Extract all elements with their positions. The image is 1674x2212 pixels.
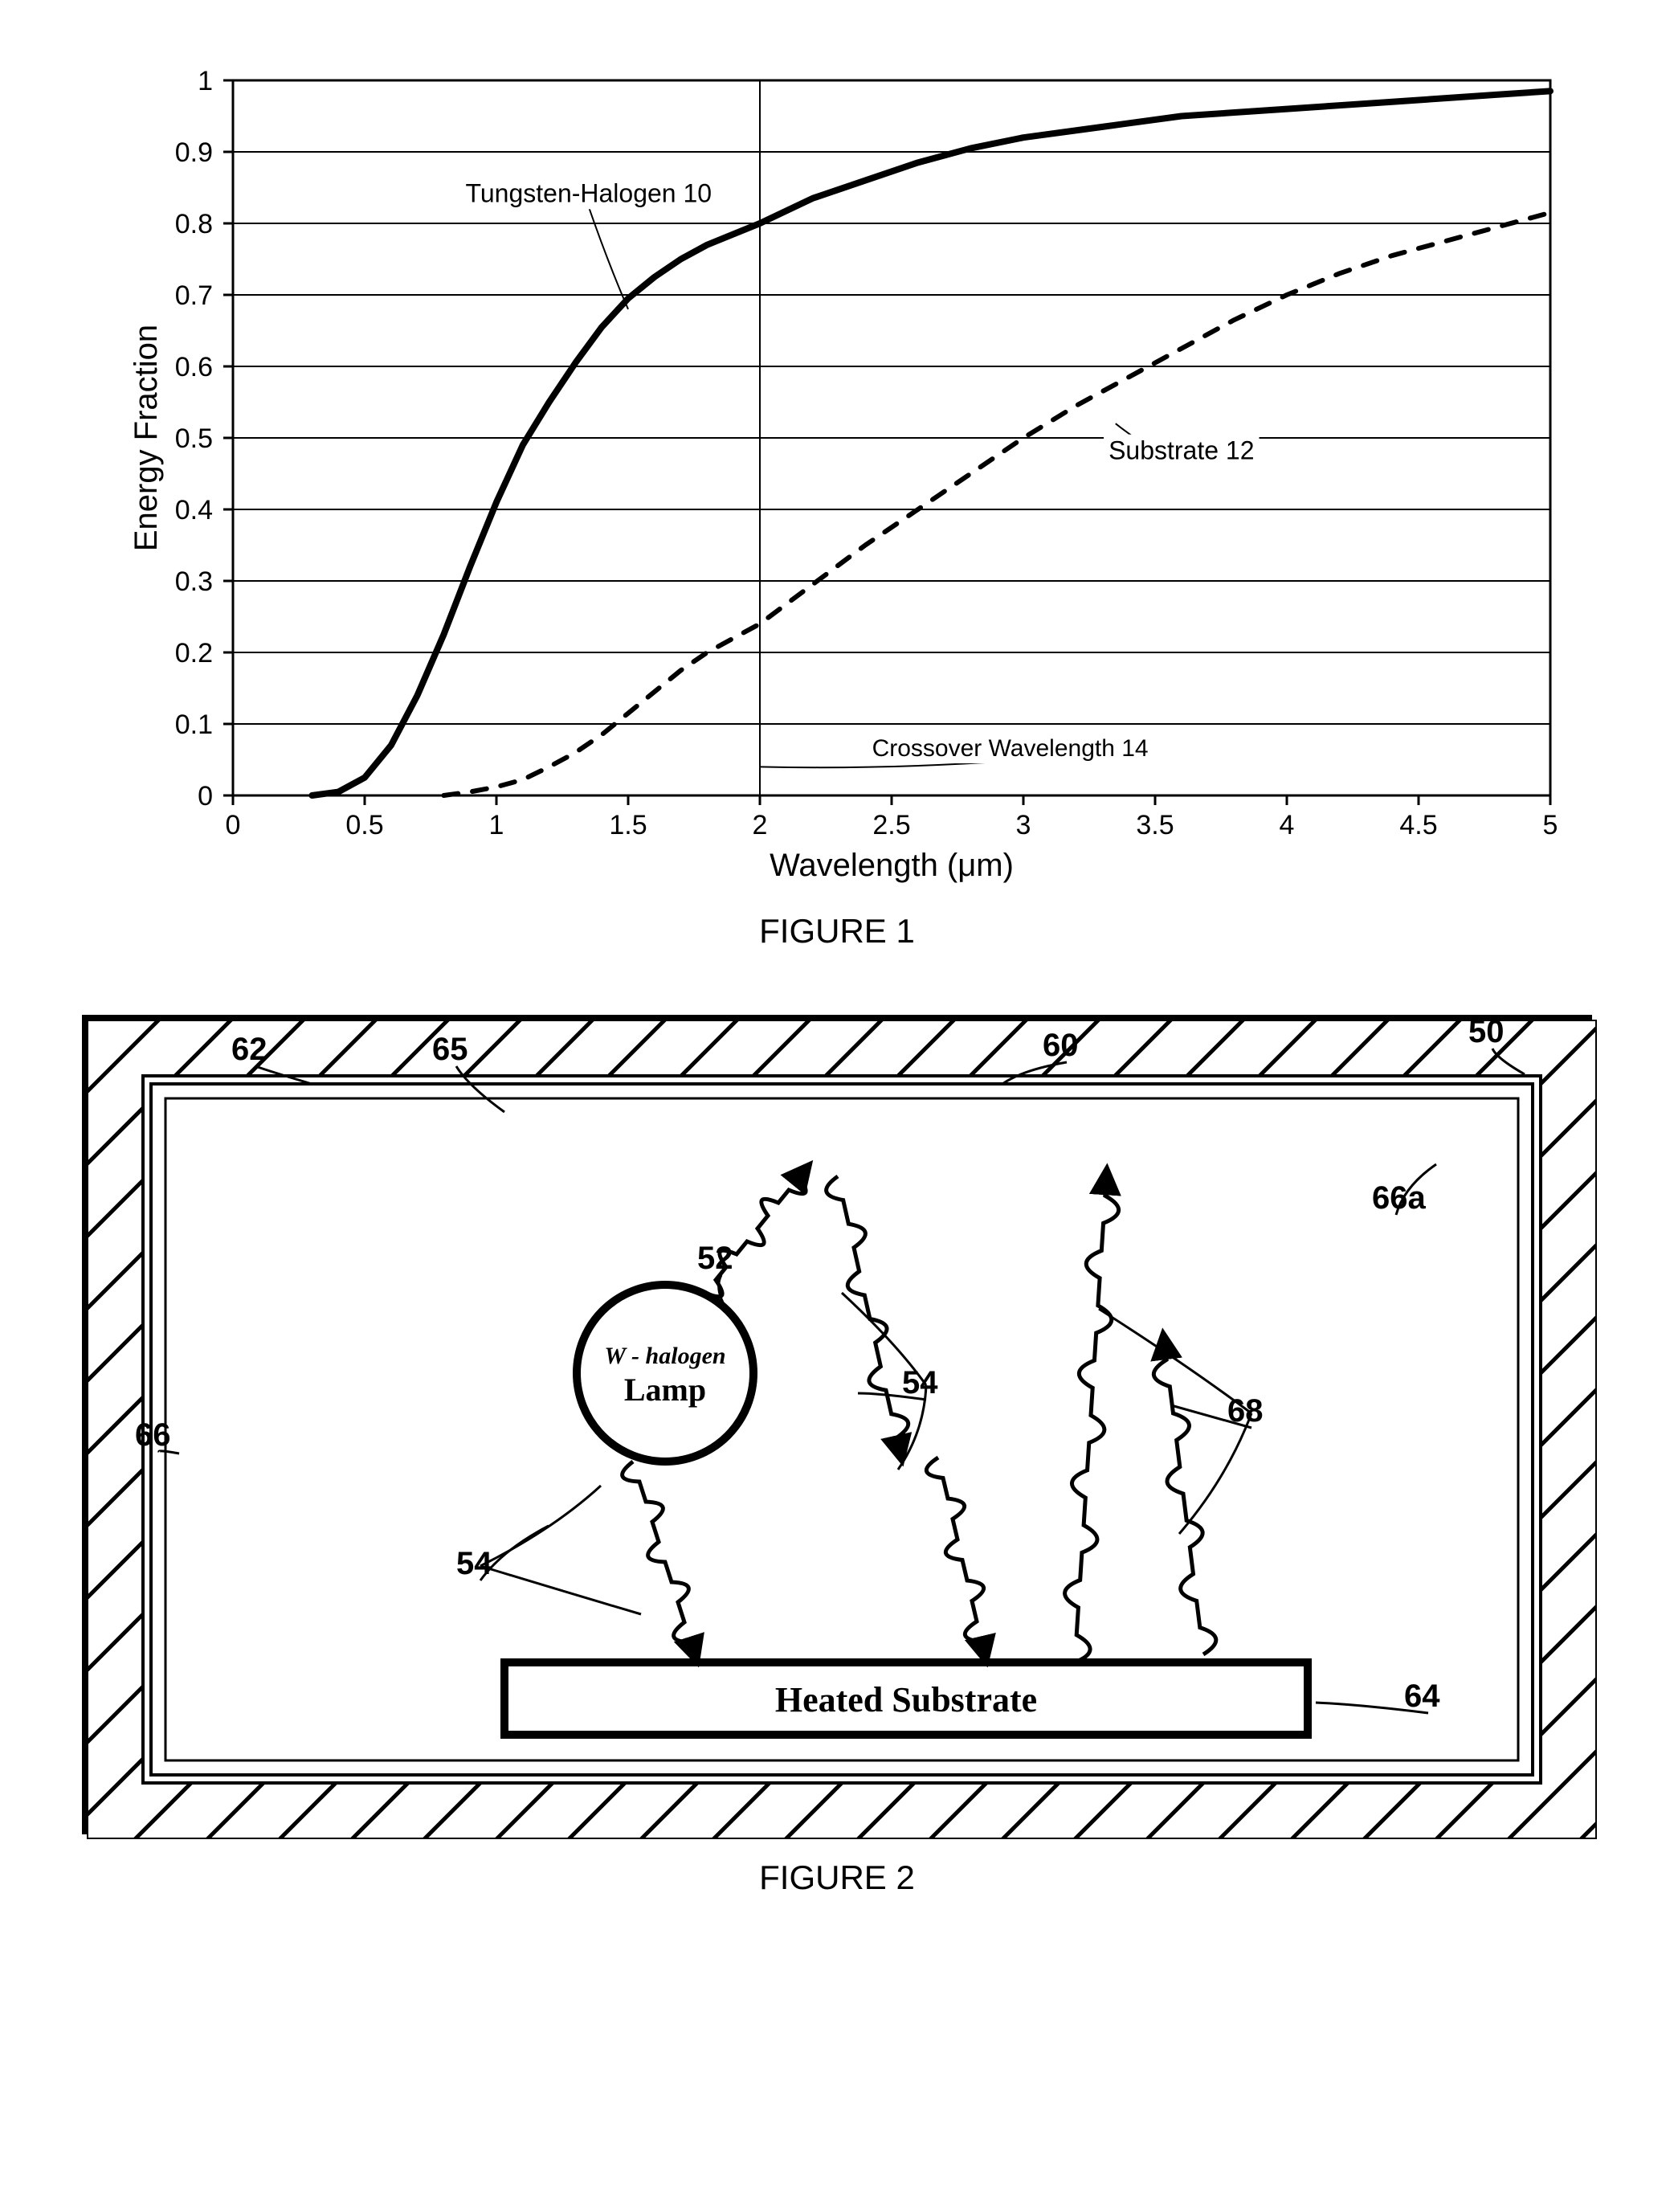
- svg-text:60: 60: [1043, 1028, 1079, 1063]
- svg-text:1: 1: [198, 66, 213, 96]
- svg-text:0.3: 0.3: [175, 566, 213, 597]
- svg-text:0: 0: [226, 810, 241, 840]
- svg-text:66: 66: [135, 1417, 171, 1453]
- figure-2: W - halogen Lamp Heated Substrate 62 65 60 50 6…: [32, 1015, 1642, 1897]
- figure-2-caption: FIGURE 2: [32, 1858, 1642, 1897]
- svg-text:0.1: 0.1: [175, 709, 213, 740]
- svg-text:Tungsten-Halogen 10: Tungsten-Halogen 10: [466, 178, 712, 207]
- svg-text:62: 62: [231, 1032, 267, 1067]
- svg-text:66a: 66a: [1372, 1180, 1426, 1216]
- svg-text:54: 54: [456, 1546, 492, 1581]
- svg-text:1: 1: [489, 810, 504, 840]
- svg-text:0.5: 0.5: [345, 810, 383, 840]
- svg-text:2: 2: [753, 810, 768, 840]
- svg-text:0.7: 0.7: [175, 280, 213, 311]
- svg-text:W - halogen: W - halogen: [604, 1343, 725, 1369]
- svg-text:68: 68: [1227, 1393, 1264, 1429]
- svg-text:0.2: 0.2: [175, 638, 213, 669]
- svg-text:50: 50: [1468, 1020, 1505, 1049]
- svg-text:Wavelength (μm): Wavelength (μm): [770, 848, 1014, 883]
- figure-1: 0 0.1 0.2 0.3 0.4 0.5 0.6 0.7 0.8 0.9 1 0 0.5 1 1.5 2 2.…: [32, 32, 1642, 951]
- svg-text:Heated Substrate: Heated Substrate: [775, 1680, 1037, 1719]
- svg-text:0.8: 0.8: [175, 209, 213, 239]
- svg-text:0: 0: [198, 781, 213, 812]
- svg-text:3.5: 3.5: [1136, 810, 1174, 840]
- svg-text:0.5: 0.5: [175, 423, 213, 454]
- diagram: W - halogen Lamp Heated Substrate 62 65 60 50 6…: [87, 1020, 1597, 1839]
- svg-text:Lamp: Lamp: [624, 1372, 706, 1408]
- svg-text:54: 54: [902, 1365, 938, 1400]
- svg-text:4: 4: [1280, 810, 1295, 840]
- svg-text:65: 65: [432, 1032, 468, 1067]
- diagram-frame: W - halogen Lamp Heated Substrate 62 65 60 50 6…: [82, 1015, 1592, 1834]
- svg-text:Substrate 12: Substrate 12: [1109, 436, 1254, 465]
- svg-text:0.6: 0.6: [175, 352, 213, 382]
- figure-1-caption: FIGURE 1: [32, 912, 1642, 951]
- svg-text:1.5: 1.5: [609, 810, 647, 840]
- svg-text:0.4: 0.4: [175, 495, 213, 525]
- svg-text:4.5: 4.5: [1399, 810, 1437, 840]
- svg-text:Energy Fraction: Energy Fraction: [129, 325, 164, 551]
- line-chart: 0 0.1 0.2 0.3 0.4 0.5 0.6 0.7 0.8 0.9 1 0 0.5 1 1.5 2 2.…: [129, 32, 1590, 884]
- svg-text:5: 5: [1543, 810, 1558, 840]
- svg-text:Crossover Wavelength 14: Crossover Wavelength 14: [872, 735, 1149, 762]
- svg-text:3: 3: [1016, 810, 1031, 840]
- svg-text:52: 52: [697, 1241, 733, 1276]
- svg-text:0.9: 0.9: [175, 137, 213, 168]
- svg-text:64: 64: [1404, 1678, 1440, 1714]
- svg-text:2.5: 2.5: [872, 810, 910, 840]
- chart-area: 0 0.1 0.2 0.3 0.4 0.5 0.6 0.7 0.8 0.9 1 0 0.5 1 1.5 2 2.…: [129, 32, 1642, 888]
